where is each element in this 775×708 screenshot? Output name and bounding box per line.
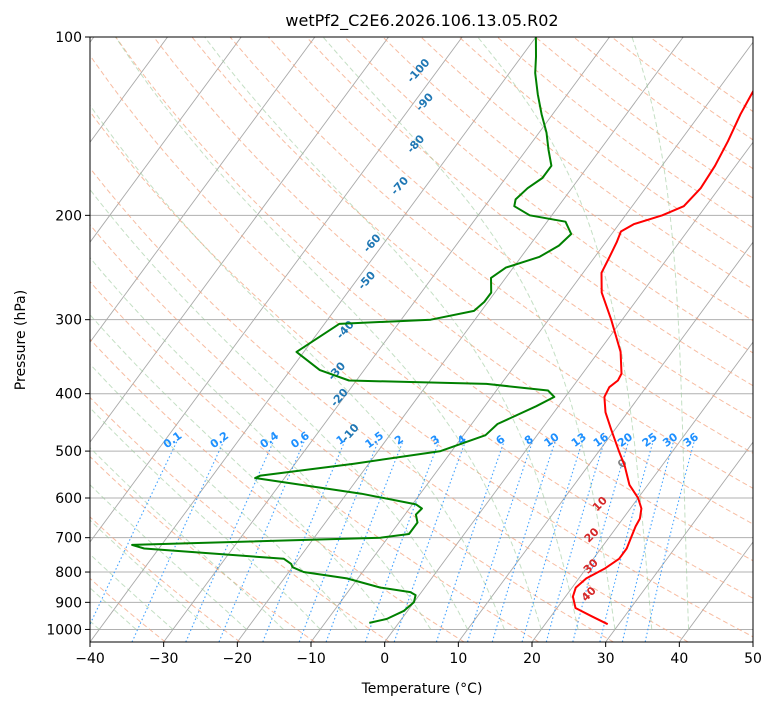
mixing-ratio-line xyxy=(621,440,675,642)
moist-adiabat-line xyxy=(90,188,469,630)
x-tick-label: 40 xyxy=(670,651,688,667)
isotherm-line xyxy=(90,37,389,443)
isotherm-line xyxy=(90,37,316,343)
y-tick-label: 300 xyxy=(55,313,82,329)
chart-title: wetPf2_C2E6.2026.106.13.05.R02 xyxy=(285,11,558,31)
isotherm-line xyxy=(236,37,684,642)
mixing-ratio-line xyxy=(599,440,654,642)
isotherm-line xyxy=(531,341,753,642)
dry-adiabat-line xyxy=(191,37,753,489)
y-tick-label: 400 xyxy=(55,387,82,403)
mixing-ratio-line xyxy=(185,440,275,642)
x-tick-label: −10 xyxy=(296,651,326,667)
moist-adiabat-line xyxy=(115,37,542,630)
isotherm-line xyxy=(310,41,753,642)
dry-adiabat-line xyxy=(90,577,166,642)
x-tick-label: 20 xyxy=(523,651,541,667)
isotherm-line xyxy=(90,37,242,243)
x-tick-label: 10 xyxy=(449,651,467,667)
moist-adiabat-line xyxy=(204,37,579,630)
y-tick-label: 700 xyxy=(55,531,82,547)
plot-frame xyxy=(89,36,754,643)
dry-adiabat-line xyxy=(306,37,753,387)
x-tick-label: −20 xyxy=(223,651,253,667)
y-tick-label: 1000 xyxy=(46,622,82,638)
y-tick-label: 900 xyxy=(55,595,82,611)
axes: −40 −30 −20 −10 0 10 20 30 40 50 100 200 300 400 500 60… xyxy=(46,30,762,667)
y-axis-label: Pressure (hPa) xyxy=(13,290,29,390)
mixing-ratio-line xyxy=(131,440,225,642)
isotherm-line xyxy=(457,241,753,642)
dry-adiabat-line xyxy=(153,37,753,525)
isotherm-line xyxy=(90,37,168,143)
mixing-ratio-line xyxy=(572,440,630,642)
isotherm-line xyxy=(90,37,463,543)
y-tick-label: 500 xyxy=(55,444,82,460)
mixing-ratio-line xyxy=(545,440,606,642)
mixing-ratio-line xyxy=(393,440,467,642)
dry-adiabat-line xyxy=(90,223,614,642)
mixing-ratio-line xyxy=(491,440,556,642)
isotherm-line xyxy=(384,141,753,642)
moist-adiabat-line xyxy=(90,256,432,630)
x-tick-label: 0 xyxy=(380,651,389,667)
mixing-ratio-line xyxy=(644,440,695,642)
isotherm-line xyxy=(90,37,537,642)
dry-adiabat-line xyxy=(90,516,241,642)
dry-adiabat-line xyxy=(420,37,753,290)
x-tick-label: 50 xyxy=(744,651,762,667)
y-tick-label: 600 xyxy=(55,491,82,507)
dry-adiabat-line xyxy=(90,396,390,642)
dewpoint-trace xyxy=(131,37,573,624)
moist-adiabat-line xyxy=(90,363,358,630)
moist-adiabat-line xyxy=(90,314,395,630)
moist-adiabat-line xyxy=(322,37,616,630)
dry-adiabat-line xyxy=(267,37,753,420)
y-tick-label: 200 xyxy=(55,208,82,224)
dry-adiabat-line xyxy=(90,167,689,642)
temperature-trace xyxy=(571,89,753,626)
mixing-ratio-line xyxy=(364,440,440,642)
moist-adiabat-line xyxy=(477,37,653,630)
moist-adiabat-line xyxy=(90,407,321,630)
dry-adiabat-line xyxy=(90,110,753,638)
mixing-ratio-line xyxy=(521,440,584,642)
moist-adiabat-line xyxy=(90,446,284,630)
dry-adiabat-line xyxy=(90,338,465,642)
moist-adiabat-line xyxy=(631,37,690,630)
mixing-ratio-line xyxy=(218,440,306,642)
isotherm-line xyxy=(605,441,753,642)
isotherm-line xyxy=(752,641,753,642)
y-tick-label: 100 xyxy=(55,30,82,46)
y-tick-label: 800 xyxy=(55,565,82,581)
sounding-traces xyxy=(131,37,753,626)
x-tick-label: 30 xyxy=(597,651,615,667)
x-axis-label: Temperature (°C) xyxy=(361,681,483,697)
x-tick-label: −40 xyxy=(75,651,105,667)
mixing-ratio-line xyxy=(466,440,534,642)
x-tick-label: −30 xyxy=(149,651,179,667)
dry-adiabat-line xyxy=(90,54,753,599)
plot-background xyxy=(90,37,753,642)
background-lines xyxy=(90,37,753,642)
